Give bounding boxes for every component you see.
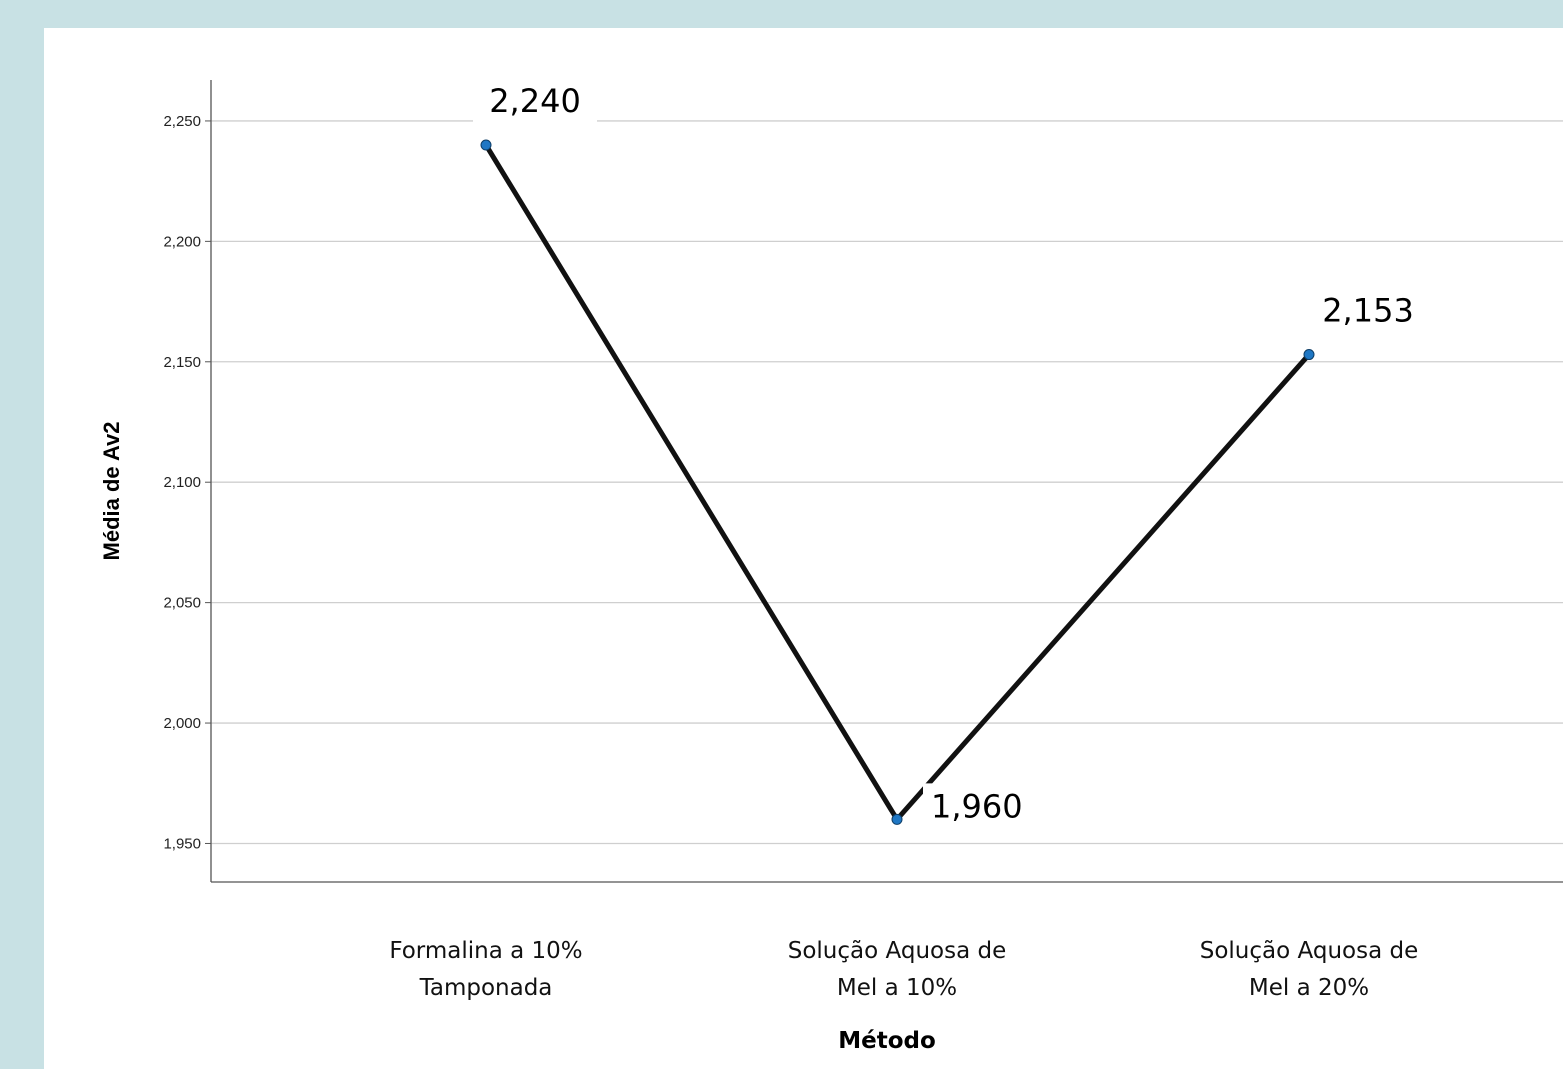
data-label-background xyxy=(923,783,1029,828)
data-label-background xyxy=(473,78,597,123)
y-tick-label: 2,250 xyxy=(163,113,201,130)
data-point-marker xyxy=(1303,349,1315,361)
data-label: 1,960 xyxy=(931,787,1023,825)
x-category-label-line: Mel a 10% xyxy=(837,975,957,1001)
x-category-label-line: Solução Aquosa de xyxy=(1200,938,1418,964)
y-tick-labels: 1,950 2,000 2,050 2,100 2,150 2,200 2,250 xyxy=(163,113,201,853)
x-category-label: Formalina a 10% Tamponada xyxy=(389,938,582,1001)
line-chart: 1,950 2,000 2,050 2,100 2,150 2,200 2,250 Form… xyxy=(99,78,1563,1054)
y-tick-label: 1,950 xyxy=(163,835,201,852)
gridlines xyxy=(211,120,1563,845)
y-axis-title: Média de Av2 xyxy=(99,422,124,561)
x-category-label: Solução Aquosa de Mel a 10% xyxy=(788,938,1006,1001)
x-category-label-line: Tamponada xyxy=(419,975,553,1001)
data-labels: 2,240 1,960 2,153 xyxy=(473,78,1430,828)
chart-panel: 1,950 2,000 2,050 2,100 2,150 2,200 2,250 Form… xyxy=(44,28,1563,1069)
data-point-marker xyxy=(480,139,492,151)
y-tick-label: 2,000 xyxy=(163,715,201,732)
data-point-marker xyxy=(891,813,903,825)
y-tick-label: 2,150 xyxy=(163,354,201,371)
axes xyxy=(205,80,1563,883)
y-tick-label: 2,200 xyxy=(163,233,201,250)
data-label: 2,240 xyxy=(489,82,581,120)
y-tick-label: 2,050 xyxy=(163,595,201,612)
x-category-label-line: Mel a 20% xyxy=(1249,975,1369,1001)
x-category-label-line: Formalina a 10% xyxy=(389,938,582,964)
x-category-labels: Formalina a 10% Tamponada Solução Aquosa d… xyxy=(389,938,1418,1001)
y-tick-label: 2,100 xyxy=(163,474,201,491)
x-category-label: Solução Aquosa de Mel a 20% xyxy=(1200,938,1418,1001)
x-axis-title: Método xyxy=(838,1028,936,1054)
series-layer xyxy=(480,139,1315,825)
data-label-background xyxy=(1306,287,1430,332)
x-category-label-line: Solução Aquosa de xyxy=(788,938,1006,964)
data-label: 2,153 xyxy=(1322,292,1414,330)
